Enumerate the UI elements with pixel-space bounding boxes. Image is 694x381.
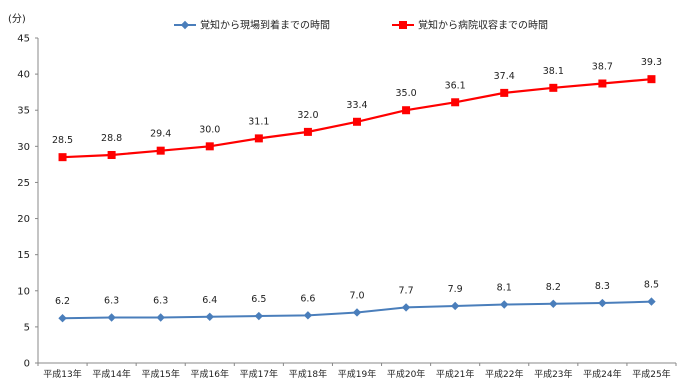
data-label: 6.4 — [202, 295, 217, 306]
data-label: 36.1 — [445, 80, 466, 91]
x-tick-label: 平成17年 — [240, 368, 278, 380]
data-point — [303, 127, 312, 136]
x-tick-label: 平成19年 — [338, 368, 376, 380]
y-tick-label: 15 — [17, 250, 30, 261]
y-tick-label: 30 — [17, 142, 30, 153]
data-label: 7.0 — [349, 290, 364, 301]
data-point — [58, 314, 67, 323]
series-1: 6.2 6.3 6.3 6.4 6.5 6.6 7.0 7.7 7.9 8.1 8.2 8.3 8.5 — [55, 280, 659, 323]
y-tick-label: 45 — [17, 34, 30, 45]
data-label: 35.0 — [395, 88, 416, 99]
data-point — [353, 117, 361, 126]
y-axis-unit-label: (分) — [8, 13, 26, 25]
data-label: 6.5 — [251, 294, 266, 305]
legend-item-1: 覚知から現場到着までの時間 — [174, 19, 330, 32]
legend-marker — [399, 21, 407, 29]
legend-marker — [180, 20, 190, 30]
data-point — [598, 79, 607, 88]
y-tick-label: 35 — [17, 106, 30, 117]
y-tick-label: 10 — [17, 286, 30, 297]
y-tick-label: 5 — [24, 322, 30, 333]
data-label: 7.9 — [448, 284, 463, 295]
data-point — [451, 98, 460, 107]
data-label: 8.1 — [497, 283, 512, 294]
data-label: 31.1 — [248, 116, 269, 127]
series-2: 28.5 28.8 29.4 30.0 31.1 32.0 33.4 35.0 36.1 37.4… — [52, 57, 662, 162]
x-tick-label: 平成22年 — [485, 368, 523, 380]
data-label: 7.7 — [399, 285, 414, 296]
x-tick-label: 平成13年 — [43, 368, 81, 380]
data-point — [401, 303, 411, 312]
data-point — [156, 313, 165, 322]
data-label: 28.5 — [52, 135, 73, 146]
y-tick-label: 25 — [17, 178, 30, 189]
data-label: 6.3 — [153, 296, 168, 307]
data-label: 38.7 — [592, 62, 613, 73]
data-label: 6.6 — [300, 293, 315, 304]
data-point — [156, 146, 165, 155]
x-tick-label: 平成16年 — [191, 368, 229, 380]
data-label: 39.3 — [641, 57, 662, 68]
x-tick-label: 平成18年 — [289, 368, 327, 380]
data-point — [647, 75, 656, 84]
data-point — [205, 312, 214, 321]
data-point — [549, 83, 558, 92]
x-tick-label: 平成24年 — [583, 368, 621, 380]
y-tick-label: 0 — [24, 359, 30, 370]
x-tick-label: 平成21年 — [436, 368, 474, 380]
x-tick-label: 平成14年 — [92, 368, 130, 380]
data-label: 6.3 — [104, 296, 119, 307]
data-label: 28.8 — [101, 133, 122, 144]
data-point — [500, 300, 509, 309]
data-point — [450, 301, 460, 311]
data-point — [352, 308, 362, 317]
x-tick-label: 平成20年 — [387, 368, 425, 380]
data-point — [254, 134, 263, 143]
data-point — [107, 151, 116, 159]
data-label: 29.4 — [150, 129, 171, 140]
data-label: 6.2 — [55, 296, 70, 307]
series-layer: 6.2 6.3 6.3 6.4 6.5 6.6 7.0 7.7 7.9 8.1 8.2 8.3 8.5 2… — [52, 57, 662, 323]
data-label: 8.5 — [644, 280, 659, 291]
legend-label: 覚知から病院収容までの時間 — [418, 19, 548, 32]
y-tick-label: 20 — [17, 214, 30, 225]
y-tick-label: 40 — [17, 70, 30, 81]
data-label: 37.4 — [494, 71, 515, 82]
data-point — [647, 297, 656, 306]
data-point — [402, 106, 411, 115]
data-label: 38.1 — [543, 66, 564, 77]
x-tick-label: 平成23年 — [534, 368, 572, 380]
data-point — [549, 299, 558, 308]
data-label: 33.4 — [346, 100, 367, 111]
data-label: 30.0 — [199, 124, 220, 135]
legend: 覚知から現場到着までの時間 覚知から病院収容までの時間 — [174, 19, 548, 32]
data-label: 32.0 — [297, 110, 318, 121]
legend-label: 覚知から現場到着までの時間 — [200, 19, 330, 32]
data-point — [254, 311, 264, 321]
data-point — [500, 88, 509, 97]
data-label: 8.3 — [595, 281, 610, 292]
x-tick-label: 平成15年 — [141, 368, 179, 380]
x-tick-label: 平成25年 — [632, 368, 670, 380]
legend-item-2: 覚知から病院収容までの時間 — [392, 19, 548, 32]
data-label: 8.2 — [546, 282, 561, 293]
data-point — [303, 311, 313, 320]
data-point — [205, 142, 214, 151]
data-point — [598, 298, 607, 308]
data-point — [107, 313, 116, 322]
data-point — [58, 153, 67, 162]
